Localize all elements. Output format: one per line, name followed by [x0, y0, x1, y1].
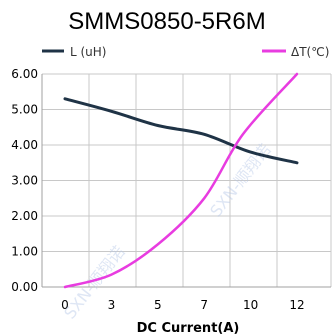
- x-tick-label: 12: [289, 298, 304, 312]
- y-tick-label: 6.00: [11, 67, 38, 81]
- y-tick-label: 5.00: [11, 103, 38, 117]
- x-axis-label: DC Current(A): [137, 321, 240, 336]
- y-tick-label: 4.00: [11, 138, 38, 152]
- series-line-inductance: [63, 97, 299, 165]
- x-tick-label: 3: [108, 298, 116, 312]
- grid: [41, 73, 332, 288]
- y-tick-label: 3.00: [11, 174, 38, 188]
- plot-series: [63, 72, 299, 289]
- x-axis: 0 3 5 7 10 12: [61, 298, 304, 312]
- x-tick-label: 0: [61, 298, 69, 312]
- x-tick-label: 7: [200, 298, 208, 312]
- legend-label-l: L (uH): [70, 45, 107, 59]
- y-tick-label: 1.00: [11, 245, 38, 259]
- legend: L (uH) ΔT(℃): [42, 45, 329, 59]
- y-axis: 0.00 1.00 2.00 3.00 4.00 5.00 6.00: [11, 67, 38, 294]
- y-tick-label: 2.00: [11, 209, 38, 223]
- series-line-temperature-rise: [63, 72, 299, 289]
- x-tick-label: 10: [243, 298, 258, 312]
- y-tick-label: 0.00: [11, 280, 38, 294]
- chart-title: SMMS0850-5R6M: [68, 8, 265, 35]
- legend-label-dt: ΔT(℃): [291, 45, 329, 59]
- x-tick-label: 5: [154, 298, 162, 312]
